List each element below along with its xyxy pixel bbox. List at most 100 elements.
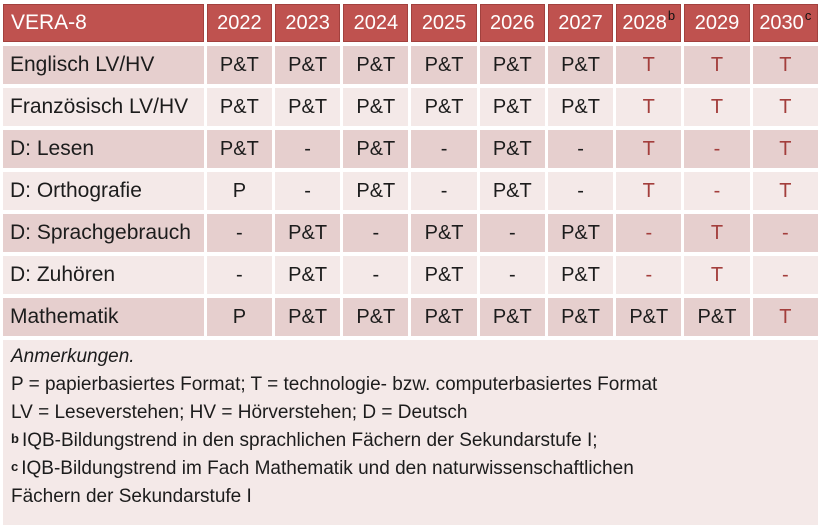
note-line: LV = Leseverstehen; HV = Hörverstehen; D… — [11, 399, 810, 427]
row-label: D: Orthografie — [3, 172, 204, 210]
cell: P — [206, 172, 272, 210]
cell: P&T — [411, 256, 477, 294]
cell: T — [752, 46, 818, 84]
cell: P&T — [479, 172, 545, 210]
table-row: D: Sprachgebrauch - P&T - P&T - P&T - T - — [3, 214, 818, 252]
cell: - — [752, 214, 818, 252]
footnote-ref-b: b — [667, 7, 676, 23]
cell: T — [752, 88, 818, 126]
cell: T — [684, 256, 750, 294]
cell: T — [684, 46, 750, 84]
cell: P&T — [684, 298, 750, 336]
cell: T — [616, 46, 682, 84]
year-label: 2022 — [217, 11, 262, 34]
table-title-cell: VERA-8 — [3, 4, 204, 42]
cell: - — [479, 256, 545, 294]
cell: - — [274, 130, 341, 168]
cell: P&T — [206, 130, 272, 168]
cell: P&T — [343, 172, 409, 210]
cell: - — [684, 130, 750, 168]
table-row: Mathematik P P&T P&T P&T P&T P&T P&T P&T T — [3, 298, 818, 336]
notes-panel: Anmerkungen. P = papierbasiertes Format; … — [3, 340, 818, 525]
year-label: 2027 — [558, 11, 603, 34]
cell: P&T — [343, 46, 409, 84]
table-row: Englisch LV/HV P&T P&T P&T P&T P&T P&T T T T — [3, 46, 818, 84]
col-header-2022: 2022 — [206, 4, 272, 42]
cell: - — [547, 172, 614, 210]
col-header-2028: 2028b — [616, 4, 682, 42]
year-label: 2025 — [421, 11, 467, 34]
table-row: D: Orthografie P - P&T - P&T - T - T — [3, 172, 818, 210]
cell: - — [411, 130, 477, 168]
note-line: b IQB-Bildungstrend in den sprachlichen F… — [11, 427, 810, 455]
table-row: D: Lesen P&T - P&T - P&T - T - T — [3, 130, 818, 168]
vera8-schedule-table: VERA-8 2022 2023 2024 2025 2026 2027 2028b 2029 2… — [3, 4, 818, 336]
cell: P&T — [411, 46, 477, 84]
note-line: c IQB-Bildungstrend im Fach Mathematik un… — [11, 455, 810, 483]
cell: P&T — [547, 46, 614, 84]
cell: P&T — [547, 256, 614, 294]
cell: - — [343, 214, 409, 252]
cell: P&T — [343, 88, 409, 126]
cell: P&T — [274, 46, 341, 84]
cell: P&T — [479, 88, 545, 126]
footnote-marker: c — [11, 459, 19, 474]
cell: P&T — [206, 46, 272, 84]
cell: P — [206, 298, 272, 336]
cell: P&T — [547, 214, 614, 252]
cell: P&T — [274, 298, 341, 336]
cell: - — [274, 172, 341, 210]
note-text: P = papierbasiertes Format; T = technolo… — [11, 374, 658, 395]
cell: - — [616, 256, 682, 294]
cell: P&T — [616, 298, 682, 336]
row-label: D: Sprachgebrauch — [3, 214, 204, 252]
table-header-row: VERA-8 2022 2023 2024 2025 2026 2027 2028b 2029 2… — [3, 4, 818, 42]
note-text: IQB-Bildungstrend in den sprachlichen Fä… — [21, 430, 598, 451]
cell: - — [684, 172, 750, 210]
col-header-2030: 2030c — [752, 4, 818, 42]
cell: P&T — [411, 298, 477, 336]
note-line: Anmerkungen. — [11, 343, 810, 371]
footnote-marker: b — [11, 431, 19, 446]
cell: P&T — [479, 46, 545, 84]
cell: P&T — [547, 298, 614, 336]
row-label: Mathematik — [3, 298, 204, 336]
cell: T — [616, 172, 682, 210]
cell: P&T — [274, 88, 341, 126]
cell: P&T — [479, 130, 545, 168]
cell: - — [479, 214, 545, 252]
cell: - — [206, 214, 272, 252]
note-text: Fächern der Sekundarstufe I — [11, 486, 252, 507]
cell: T — [752, 130, 818, 168]
cell: P&T — [274, 214, 341, 252]
col-header-2026: 2026 — [479, 4, 545, 42]
note-text: Anmerkungen. — [11, 346, 135, 367]
row-label: D: Lesen — [3, 130, 204, 168]
cell: - — [547, 130, 614, 168]
col-header-2024: 2024 — [343, 4, 409, 42]
cell: P&T — [411, 88, 477, 126]
cell: P&T — [343, 298, 409, 336]
year-label: 2024 — [353, 11, 399, 34]
cell: - — [752, 256, 818, 294]
footnote-ref-c: c — [804, 7, 812, 23]
note-text: LV = Leseverstehen; HV = Hörverstehen; D… — [11, 402, 468, 423]
cell: P&T — [343, 130, 409, 168]
cell: T — [752, 298, 818, 336]
note-line: Fächern der Sekundarstufe I — [11, 483, 810, 511]
cell: - — [411, 172, 477, 210]
year-label: 2029 — [694, 11, 740, 34]
col-header-2025: 2025 — [411, 4, 477, 42]
cell: P&T — [479, 298, 545, 336]
year-label: 2030 — [759, 11, 804, 34]
cell: P&T — [274, 256, 341, 294]
cell: T — [752, 172, 818, 210]
year-label: 2028 — [622, 11, 667, 34]
col-header-2023: 2023 — [274, 4, 341, 42]
row-label: Englisch LV/HV — [3, 46, 204, 84]
cell: P&T — [206, 88, 272, 126]
col-header-2027: 2027 — [547, 4, 614, 42]
cell: T — [684, 88, 750, 126]
row-label: D: Zuhören — [3, 256, 204, 294]
